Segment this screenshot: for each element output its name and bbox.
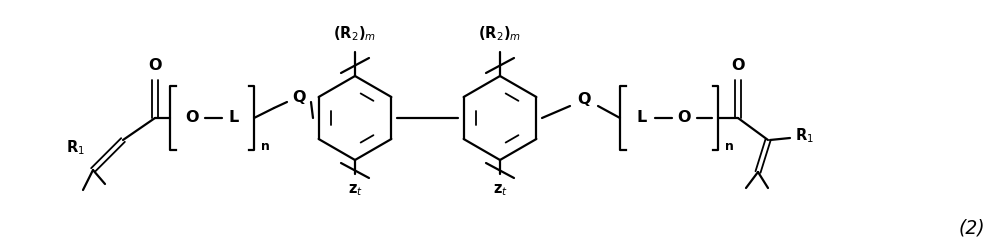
- Text: (R$_2$)$_m$: (R$_2$)$_m$: [333, 25, 377, 43]
- Text: O: O: [731, 59, 745, 73]
- Text: R$_1$: R$_1$: [795, 127, 813, 145]
- Text: O: O: [148, 59, 162, 73]
- Text: z$_t$: z$_t$: [493, 182, 507, 198]
- Text: R$_1$: R$_1$: [66, 139, 84, 157]
- Text: n: n: [725, 141, 733, 154]
- Text: n: n: [261, 141, 269, 154]
- Text: (R$_2$)$_m$: (R$_2$)$_m$: [478, 25, 522, 43]
- Text: z$_t$: z$_t$: [348, 182, 362, 198]
- Text: (2): (2): [959, 218, 985, 238]
- Text: L: L: [637, 111, 647, 125]
- Text: Q: Q: [292, 91, 306, 105]
- Text: O: O: [185, 111, 199, 125]
- Text: Q: Q: [577, 93, 591, 107]
- Text: L: L: [229, 111, 239, 125]
- Text: O: O: [677, 111, 691, 125]
